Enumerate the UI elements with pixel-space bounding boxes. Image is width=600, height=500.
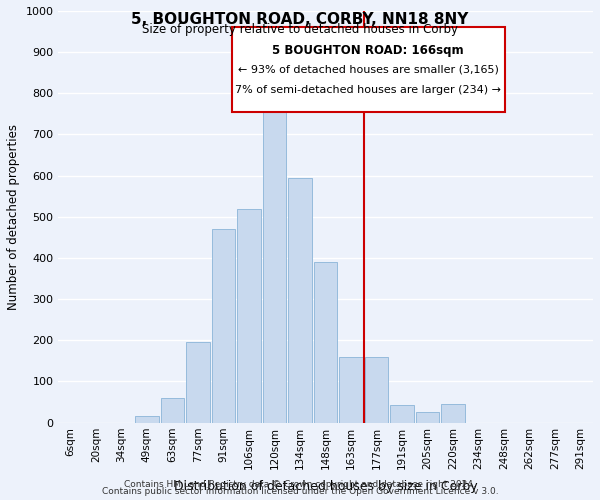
Bar — [263, 112, 286, 422]
FancyBboxPatch shape — [232, 28, 505, 112]
Bar — [339, 357, 362, 422]
Bar — [186, 342, 209, 422]
Text: Contains HM Land Registry data © Crown copyright and database right 2024.: Contains HM Land Registry data © Crown c… — [124, 480, 476, 489]
X-axis label: Distribution of detached houses by size in Corby: Distribution of detached houses by size … — [173, 480, 477, 493]
Text: 5, BOUGHTON ROAD, CORBY, NN18 8NY: 5, BOUGHTON ROAD, CORBY, NN18 8NY — [131, 12, 469, 28]
Bar — [416, 412, 439, 422]
Bar — [237, 208, 260, 422]
Text: ← 93% of detached houses are smaller (3,165): ← 93% of detached houses are smaller (3,… — [238, 64, 499, 74]
Bar — [212, 229, 235, 422]
Bar — [288, 178, 311, 422]
Bar — [390, 406, 413, 422]
Text: Size of property relative to detached houses in Corby: Size of property relative to detached ho… — [142, 22, 458, 36]
Text: 5 BOUGHTON ROAD: 166sqm: 5 BOUGHTON ROAD: 166sqm — [272, 44, 464, 57]
Bar — [314, 262, 337, 422]
Y-axis label: Number of detached properties: Number of detached properties — [7, 124, 20, 310]
Bar — [441, 404, 464, 422]
Text: 7% of semi-detached houses are larger (234) →: 7% of semi-detached houses are larger (2… — [235, 85, 501, 95]
Bar — [365, 357, 388, 422]
Bar — [135, 416, 158, 422]
Bar — [161, 398, 184, 422]
Text: Contains public sector information licensed under the Open Government Licence v : Contains public sector information licen… — [101, 487, 499, 496]
